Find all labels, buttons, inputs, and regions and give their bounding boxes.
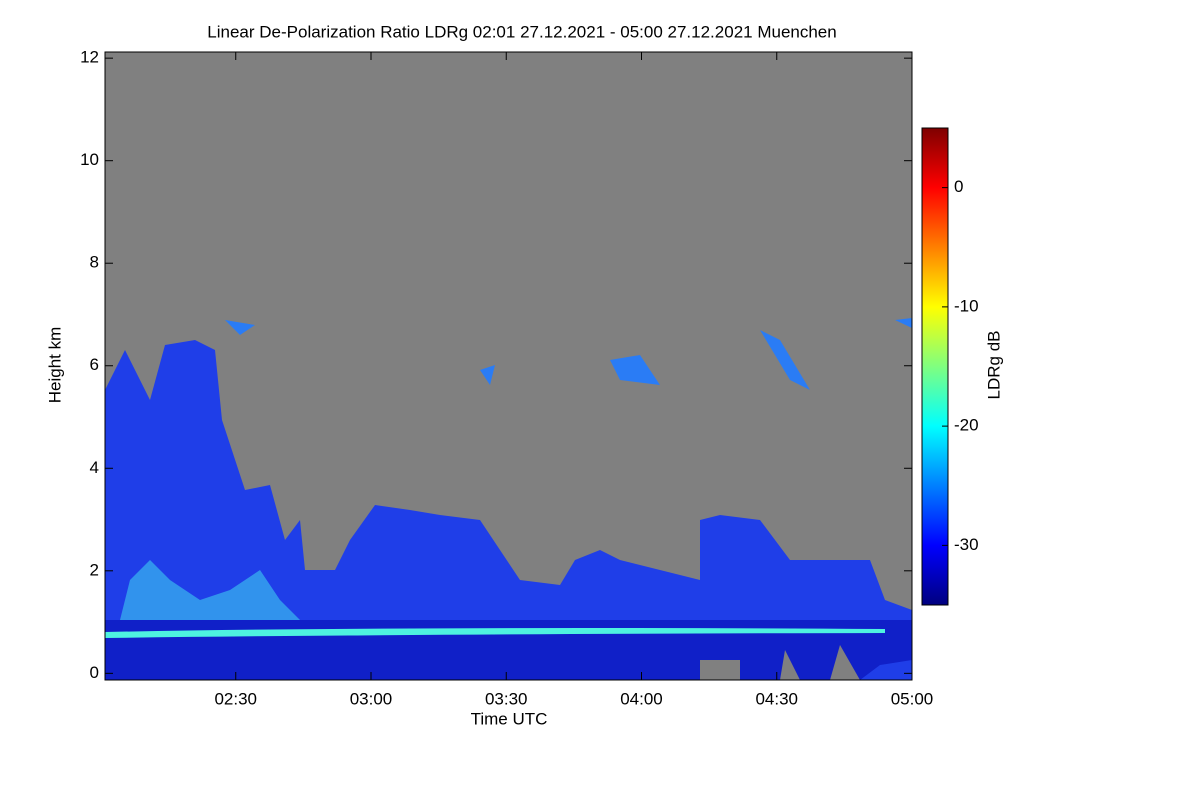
echo [120, 560, 300, 620]
echo-field [105, 318, 912, 680]
x-axis-label: Time UTC [471, 709, 548, 728]
y-tick-label: 8 [90, 253, 99, 272]
colorbar-tick-label: -20 [954, 416, 979, 435]
echo [225, 318, 912, 390]
x-tick-label: 04:30 [755, 689, 798, 708]
colorbar-label: LDRg dB [984, 331, 1003, 400]
colorbar [921, 127, 949, 606]
x-tick-label: 02:30 [214, 689, 257, 708]
echo [105, 340, 912, 680]
y-tick-label: 12 [80, 48, 99, 67]
gap [700, 645, 860, 680]
colorbar-tick-label: 0 [954, 177, 963, 196]
chart-title: Linear De-Polarization Ratio LDRg 02:01 … [207, 22, 836, 41]
x-tick-label: 05:00 [891, 689, 934, 708]
x-tick-label: 03:30 [485, 689, 528, 708]
y-tick-label: 2 [90, 560, 99, 579]
y-axis-label: Height km [45, 327, 64, 404]
colorbar-tick-label: -10 [954, 296, 979, 315]
y-tick-label: 6 [90, 355, 99, 374]
colorbar-tick-label: -30 [954, 535, 979, 554]
x-tick-label: 03:00 [350, 689, 393, 708]
y-tick-label: 4 [90, 458, 99, 477]
echo [105, 628, 885, 638]
y-tick-label: 0 [90, 663, 99, 682]
y-tick-label: 10 [80, 150, 99, 169]
x-tick-label: 04:00 [620, 689, 663, 708]
